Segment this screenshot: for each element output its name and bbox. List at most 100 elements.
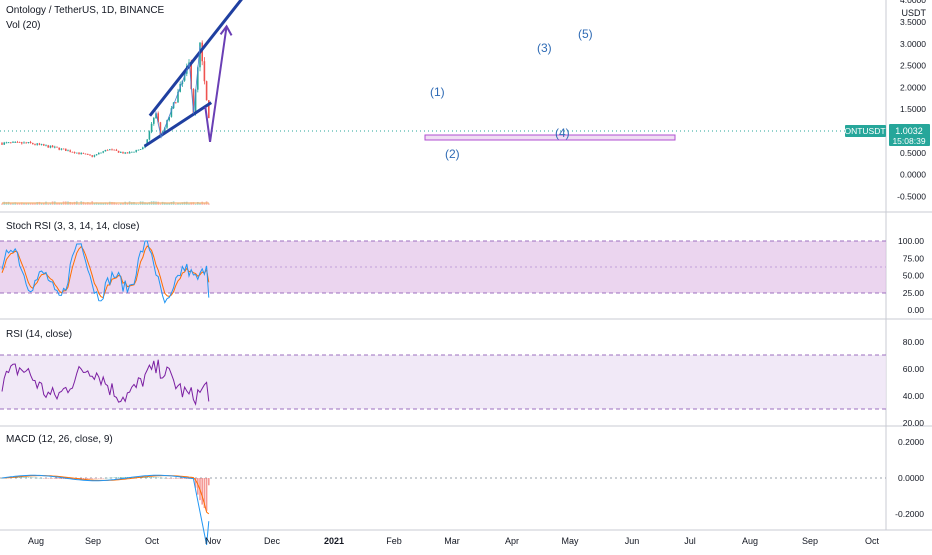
- macd-hist-bar: [111, 477, 113, 479]
- macd-hist-bar: [40, 477, 43, 479]
- volume-bar: [14, 202, 16, 205]
- candle-body: [102, 151, 104, 153]
- macd-hist-bar: [205, 478, 208, 511]
- volume-bar: [5, 202, 8, 205]
- macd-hist-bar: [1, 478, 3, 479]
- macd-hist-bar: [104, 477, 107, 479]
- macd-hist-bar: [124, 477, 126, 478]
- macd-hist-bar: [117, 477, 120, 478]
- macd-hist-bar: [194, 478, 197, 488]
- last-price-tag: [889, 124, 930, 146]
- volume-bar: [192, 202, 195, 205]
- macd-hist-bar: [109, 477, 111, 479]
- candle-body: [104, 149, 107, 152]
- candle-body: [78, 152, 80, 154]
- volume-bar: [194, 203, 197, 205]
- volume-bar: [159, 203, 162, 205]
- candle-body: [71, 151, 74, 153]
- candle-body: [153, 118, 155, 124]
- time-tick: Dec: [264, 536, 281, 546]
- macd-hist-bar: [93, 478, 96, 479]
- volume-bar: [10, 202, 12, 205]
- axes: 4.0000 3.5000 3.0000 2.5000 2.0000 1.5000 1.00…: [28, 0, 926, 546]
- volume-label: Vol (20): [6, 20, 40, 31]
- macd-hist-bar: [36, 477, 38, 479]
- rsi-tick: 60.00: [903, 364, 925, 374]
- candle-body: [40, 144, 43, 146]
- volume-bar: [40, 203, 43, 205]
- candle-body: [126, 152, 129, 154]
- volume-bar: [60, 203, 63, 205]
- wedge-lower-line[interactable]: [143, 101, 213, 148]
- candle-body: [16, 142, 19, 143]
- candles: [1, 40, 210, 158]
- candle-body: [122, 152, 124, 154]
- candle-body: [7, 142, 10, 144]
- volume-bar: [71, 202, 74, 205]
- candle-body: [194, 89, 197, 114]
- candle-body: [135, 150, 137, 152]
- rsi-line-group: [1, 359, 210, 406]
- candle-body: [120, 152, 122, 153]
- volume-bars: [1, 201, 210, 205]
- price-tick: 2.5000: [900, 61, 926, 71]
- candle-body: [93, 155, 96, 157]
- volume-bar: [47, 203, 49, 205]
- macd-hist-bar: [157, 477, 159, 479]
- wedge-upper-line[interactable]: [148, 0, 244, 117]
- macd-hist-bar: [51, 478, 54, 479]
- macd-hist-bar: [148, 477, 151, 478]
- volume-bar: [168, 203, 170, 205]
- volume-bar: [203, 203, 206, 205]
- macd-hist-bar: [113, 477, 115, 478]
- wave-label-1: (1): [430, 85, 445, 99]
- candle-body: [62, 148, 65, 150]
- candle-body: [25, 142, 27, 144]
- macd-hist-bar: [16, 477, 19, 478]
- macd-hist-bar: [38, 477, 41, 479]
- macd-hist-bar: [62, 478, 65, 479]
- stoch-rsi-lines: [1, 240, 210, 304]
- time-tick: 2021: [324, 536, 344, 546]
- candle-body: [32, 143, 34, 145]
- support-zone[interactable]: [424, 134, 676, 141]
- candle-body: [89, 154, 91, 156]
- candle-body: [10, 142, 12, 144]
- candle-body: [164, 127, 166, 133]
- wave-label-5: (5): [578, 27, 593, 41]
- volume-bar: [122, 202, 124, 205]
- projection-arrow[interactable]: [204, 26, 228, 143]
- candle-body: [14, 142, 16, 143]
- macd-line: [1, 474, 210, 545]
- macd-hist-bar: [177, 478, 179, 479]
- macd-hist-bar: [155, 477, 157, 478]
- drawings[interactable]: [143, 0, 245, 148]
- volume-bar: [16, 202, 19, 205]
- volume-bar: [117, 203, 120, 205]
- candle-body: [91, 155, 93, 157]
- volume-bar: [25, 203, 27, 205]
- candle-body: [38, 143, 41, 145]
- volume-bar: [135, 203, 137, 205]
- volume-bar: [137, 203, 140, 205]
- macd-hist-bar: [115, 477, 118, 478]
- candle-body: [47, 145, 49, 148]
- candle-body: [113, 149, 115, 151]
- price-unit: USDT: [902, 8, 927, 18]
- stoch-tick: 50.00: [903, 271, 925, 281]
- candle-body: [29, 142, 32, 144]
- volume-bar: [133, 202, 135, 205]
- candle-body: [3, 142, 5, 145]
- macd-hist-bar: [84, 478, 87, 479]
- stoch-tick: 100.00: [898, 236, 924, 246]
- macd-hist-bar: [87, 478, 89, 479]
- candle-body: [80, 152, 82, 154]
- price-tick: 0.5000: [900, 148, 926, 158]
- candle-body: [155, 113, 157, 119]
- candle-body: [131, 151, 133, 153]
- volume-bar: [199, 202, 201, 205]
- stoch-title: Stoch RSI (3, 3, 14, 14, close): [6, 221, 139, 232]
- wave-label-2: (2): [445, 147, 460, 161]
- candle-body: [205, 81, 208, 101]
